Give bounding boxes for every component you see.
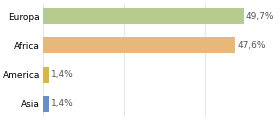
Bar [43, 37, 235, 53]
Text: 47,6%: 47,6% [237, 41, 266, 50]
Text: 1,4%: 1,4% [51, 99, 73, 108]
Bar [43, 8, 244, 24]
Text: 49,7%: 49,7% [246, 12, 274, 21]
Text: 1,4%: 1,4% [51, 70, 73, 79]
Bar [43, 96, 49, 112]
Bar [43, 67, 49, 83]
